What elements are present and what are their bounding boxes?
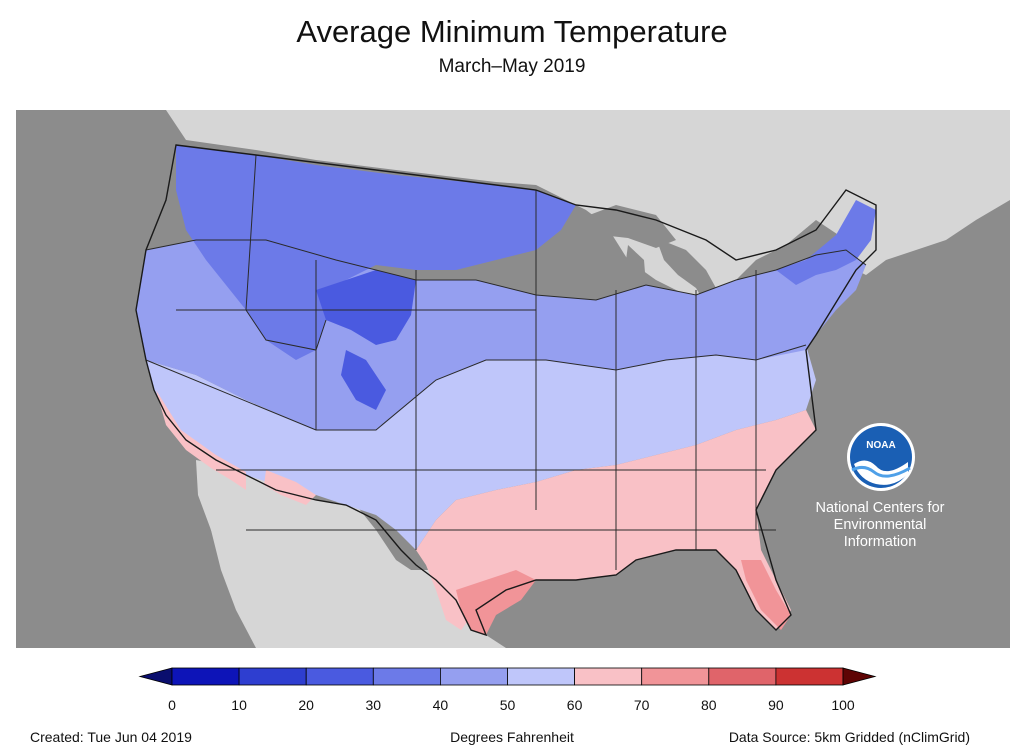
legend-bin (507, 667, 575, 686)
legend-bin (775, 667, 844, 686)
legend-bin (238, 667, 307, 686)
temperature-map (16, 110, 1010, 648)
legend-bin (439, 667, 508, 686)
data-source: Data Source: 5km Gridded (nClimGrid) (728, 729, 970, 745)
legend-unit-label: Degrees Fahrenheit (450, 729, 574, 745)
legend-colorbar (138, 667, 877, 686)
noaa-logo-icon: NOAA (847, 423, 915, 491)
ncei-label: National Centers for Environmental Infor… (800, 500, 960, 551)
legend-bin (708, 667, 777, 686)
noaa-mark: NOAA (866, 440, 895, 451)
us-outline (135, 144, 877, 637)
map-subtitle: March–May 2019 (438, 56, 586, 77)
legend-bin (372, 667, 441, 686)
legend-tick-label: 90 (768, 697, 784, 713)
canada-landmass (166, 110, 1010, 300)
legend-tick-label: 70 (633, 697, 650, 713)
temp-band-50-60 (156, 390, 816, 630)
legend-bin (171, 667, 240, 686)
ncei-line-2: Environmental (833, 517, 927, 533)
color-legend (0, 660, 1024, 720)
legend-tick-label: 10 (231, 697, 247, 713)
legend-tick-label: 50 (499, 697, 516, 713)
created-date: Created: Tue Jun 04 2019 (30, 729, 192, 745)
temp-band-40-50 (146, 345, 816, 550)
ncei-line-1: National Centers for (815, 500, 945, 516)
legend-over-arrow (842, 667, 877, 686)
legend-tick-label: 0 (168, 697, 176, 713)
legend-bin (574, 667, 643, 686)
mexico-landmass (196, 460, 506, 648)
temp-band-60-70 (456, 560, 791, 635)
state-borders (145, 154, 867, 570)
legend-tick-label: 80 (701, 697, 717, 713)
temp-band-20-30 (176, 145, 876, 360)
legend-bin (305, 667, 374, 686)
legend-tick-label: 100 (831, 697, 855, 713)
legend-tick-label: 30 (365, 697, 382, 713)
legend-tick-label: 40 (432, 697, 449, 713)
ncei-line-3: Information (843, 534, 917, 550)
legend-bin (641, 667, 710, 686)
legend-under-arrow (138, 667, 173, 686)
map-title: Average Minimum Temperature (296, 14, 728, 49)
legend-tick-label: 60 (566, 697, 583, 713)
temp-band-10-20 (316, 270, 416, 410)
map-canvas (135, 110, 1010, 648)
legend-tick-label: 20 (298, 697, 314, 713)
baja-peninsula (196, 460, 278, 648)
